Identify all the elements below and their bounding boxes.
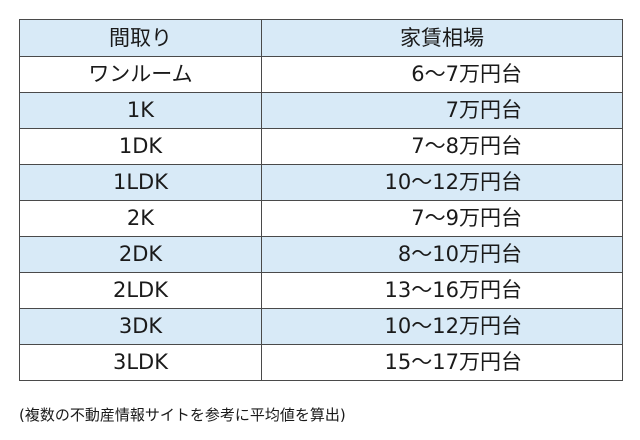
table-row: 2DK 8～10万円台 <box>19 236 623 273</box>
rent-cell: 7万円台 <box>261 92 623 129</box>
table-row: 2K 7～9万円台 <box>19 200 623 237</box>
table-row: 3LDK 15～17万円台 <box>19 344 623 381</box>
rent-cell: 6～7万円台 <box>261 56 623 93</box>
rent-cell: 15～17万円台 <box>261 344 623 381</box>
rent-cell: 7～8万円台 <box>261 128 623 165</box>
table-row: 2LDK 13～16万円台 <box>19 272 623 309</box>
layout-cell: 2DK <box>19 236 262 273</box>
table-body: ワンルーム 6～7万円台 1K 7万円台 1DK 7～8万円台 1LDK 10～… <box>19 56 623 381</box>
rent-cell: 10～12万円台 <box>261 164 623 201</box>
table-row: 1K 7万円台 <box>19 92 623 129</box>
table-row: 1DK 7～8万円台 <box>19 128 623 165</box>
rent-cell: 10～12万円台 <box>261 308 623 345</box>
table-row: 3DK 10～12万円台 <box>19 308 623 345</box>
layout-cell: 2LDK <box>19 272 262 309</box>
layout-cell: ワンルーム <box>19 56 262 93</box>
layout-cell: 1DK <box>19 128 262 165</box>
table-row: 1LDK 10～12万円台 <box>19 164 623 201</box>
rent-cell: 8～10万円台 <box>261 236 623 273</box>
layout-cell: 3LDK <box>19 344 262 381</box>
rent-price-table: 間取り 家賃相場 ワンルーム 6～7万円台 1K 7万円台 1DK 7～8万円台… <box>19 19 623 381</box>
layout-cell: 2K <box>19 200 262 237</box>
layout-cell: 1LDK <box>19 164 262 201</box>
header-layout: 間取り <box>19 19 262 57</box>
source-note: (複数の不動産情報サイトを参考に平均値を算出) <box>19 406 346 424</box>
rent-cell: 13～16万円台 <box>261 272 623 309</box>
layout-cell: 1K <box>19 92 262 129</box>
layout-cell: 3DK <box>19 308 262 345</box>
table-header: 間取り 家賃相場 <box>19 19 623 57</box>
header-row: 間取り 家賃相場 <box>19 19 623 57</box>
header-rent: 家賃相場 <box>261 19 623 57</box>
rent-cell: 7～9万円台 <box>261 200 623 237</box>
table-row: ワンルーム 6～7万円台 <box>19 56 623 93</box>
